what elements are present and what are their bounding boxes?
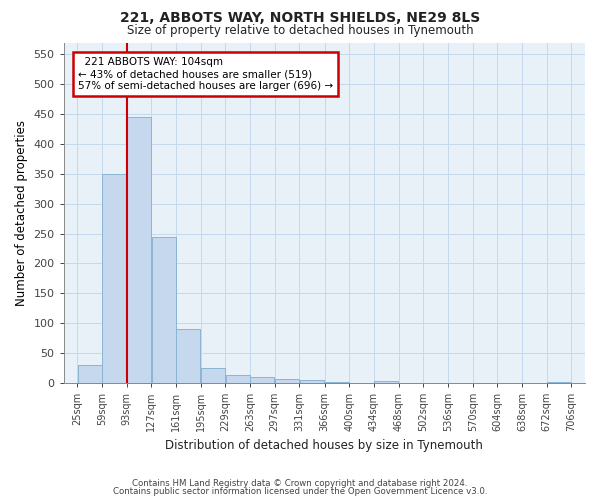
Bar <box>299 380 323 383</box>
Bar <box>152 236 176 383</box>
Text: Size of property relative to detached houses in Tynemouth: Size of property relative to detached ho… <box>127 24 473 37</box>
Bar <box>201 368 225 383</box>
Y-axis label: Number of detached properties: Number of detached properties <box>15 120 28 306</box>
Bar <box>547 382 571 383</box>
Bar <box>176 329 200 383</box>
Bar <box>250 377 274 383</box>
Bar <box>374 381 398 383</box>
Text: Contains HM Land Registry data © Crown copyright and database right 2024.: Contains HM Land Registry data © Crown c… <box>132 478 468 488</box>
Bar <box>103 174 126 383</box>
Bar <box>275 378 299 383</box>
Bar <box>226 375 250 383</box>
X-axis label: Distribution of detached houses by size in Tynemouth: Distribution of detached houses by size … <box>166 440 483 452</box>
Bar <box>127 117 151 383</box>
Text: Contains public sector information licensed under the Open Government Licence v3: Contains public sector information licen… <box>113 487 487 496</box>
Text: 221 ABBOTS WAY: 104sqm
← 43% of detached houses are smaller (519)
57% of semi-de: 221 ABBOTS WAY: 104sqm ← 43% of detached… <box>78 58 333 90</box>
Text: 221, ABBOTS WAY, NORTH SHIELDS, NE29 8LS: 221, ABBOTS WAY, NORTH SHIELDS, NE29 8LS <box>120 11 480 25</box>
Bar <box>325 382 349 383</box>
Bar <box>77 365 101 383</box>
